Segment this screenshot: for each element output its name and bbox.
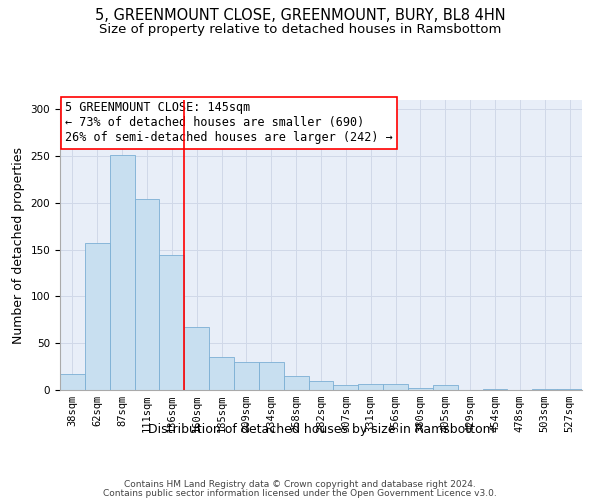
Bar [134,199,160,390]
Bar [184,328,209,390]
Bar [532,389,557,390]
Bar [209,358,234,390]
Bar [383,384,408,390]
Bar [110,155,134,390]
Bar [557,389,582,390]
Text: 5, GREENMOUNT CLOSE, GREENMOUNT, BURY, BL8 4HN: 5, GREENMOUNT CLOSE, GREENMOUNT, BURY, B… [95,8,505,22]
Text: Distribution of detached houses by size in Ramsbottom: Distribution of detached houses by size … [148,422,494,436]
Text: Size of property relative to detached houses in Ramsbottom: Size of property relative to detached ho… [99,22,501,36]
Text: Contains HM Land Registry data © Crown copyright and database right 2024.: Contains HM Land Registry data © Crown c… [124,480,476,489]
Text: Contains public sector information licensed under the Open Government Licence v3: Contains public sector information licen… [103,489,497,498]
Bar [334,386,358,390]
Bar [85,243,110,390]
Bar [234,362,259,390]
Bar [308,380,334,390]
Bar [259,362,284,390]
Text: 5 GREENMOUNT CLOSE: 145sqm
← 73% of detached houses are smaller (690)
26% of sem: 5 GREENMOUNT CLOSE: 145sqm ← 73% of deta… [65,102,393,144]
Bar [482,389,508,390]
Bar [160,256,184,390]
Bar [284,376,308,390]
Bar [433,386,458,390]
Bar [358,384,383,390]
Bar [60,374,85,390]
Bar [408,388,433,390]
Y-axis label: Number of detached properties: Number of detached properties [12,146,25,344]
